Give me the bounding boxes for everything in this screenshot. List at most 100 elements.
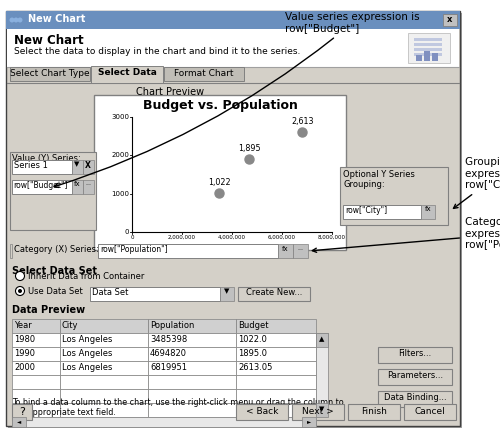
Text: Los Angeles: Los Angeles [62,335,112,344]
Text: Population: Population [150,321,194,330]
Bar [10,244,12,258]
Bar [72,180,83,194]
Text: Filters...: Filters... [398,349,432,358]
Circle shape [16,286,24,296]
Bar [12,389,60,403]
Bar [148,403,236,417]
Text: ?: ? [19,407,25,417]
Bar [10,67,90,81]
Bar [60,361,148,375]
Circle shape [18,17,22,23]
Text: Inherit Data from Container: Inherit Data from Container [28,272,144,281]
Text: ▼: ▼ [224,288,230,294]
Text: Cancel: Cancel [414,407,446,416]
Text: 3485398: 3485398 [150,335,187,344]
Bar [12,160,72,174]
Bar [316,403,328,417]
Text: Los Angeles: Los Angeles [62,363,112,372]
Bar [236,347,316,361]
Bar [12,361,60,375]
Text: Data Set: Data Set [92,288,128,297]
Text: Select Data Set: Select Data Set [12,266,97,276]
Text: Budget: Budget [238,321,268,330]
Text: 6,000,000: 6,000,000 [268,235,296,240]
Text: row["Budget"]: row["Budget"] [13,181,68,190]
Bar [236,375,316,389]
Text: New Chart: New Chart [28,14,86,24]
Text: Next >: Next > [302,407,334,416]
Text: 6819951: 6819951 [150,363,187,372]
Text: ...: ... [297,246,303,251]
Text: ▼: ▼ [320,406,324,412]
Text: row["City"]: row["City"] [345,206,387,215]
Text: ...: ... [85,181,91,186]
Bar [302,417,316,427]
Bar [424,51,430,61]
Text: Grouping key
expression is
row["City"]: Grouping key expression is row["City"] [454,157,500,208]
Bar [414,48,442,51]
Bar [414,43,442,46]
Bar [12,347,60,361]
Bar [164,67,244,81]
Bar [6,11,460,29]
Text: Select Data: Select Data [98,68,156,77]
Bar [293,244,308,258]
Text: x: x [448,15,452,24]
Bar [292,404,344,420]
Bar [12,417,316,427]
Bar [60,347,148,361]
Text: Data Binding...: Data Binding... [384,393,446,402]
Bar [148,347,236,361]
Text: < Back: < Back [246,407,278,416]
Text: Format Chart: Format Chart [174,69,234,78]
Text: 2000: 2000 [14,363,35,372]
Text: Grouping:: Grouping: [343,180,384,189]
Bar [414,38,442,41]
Bar [12,319,60,333]
Bar [12,180,72,194]
Text: 2613.05: 2613.05 [238,363,272,372]
Bar [60,319,148,333]
Text: Select the data to display in the chart and bind it to the series.: Select the data to display in the chart … [14,47,300,56]
Bar [416,55,422,61]
Bar [378,391,452,407]
Text: New Chart: New Chart [14,34,84,47]
Text: 2,000,000: 2,000,000 [168,235,196,240]
Text: City: City [62,321,78,330]
Bar [236,403,316,417]
Text: Parameters...: Parameters... [387,371,443,380]
Circle shape [18,289,22,293]
Text: Value series expression is
row["Budget"]: Value series expression is row["Budget"] [54,12,420,187]
Bar [12,403,60,417]
Bar [60,333,148,347]
Bar [148,333,236,347]
Text: Value (Y) Series:: Value (Y) Series: [12,154,81,163]
Text: 4,000,000: 4,000,000 [218,235,246,240]
Text: X: X [85,161,91,170]
Bar [83,180,94,194]
Bar [94,95,346,250]
Circle shape [14,17,18,23]
Text: 1,895: 1,895 [238,144,260,153]
Text: 8,000,000: 8,000,000 [318,235,346,240]
Text: 0: 0 [124,229,129,235]
Bar [414,53,442,56]
Bar [7,29,459,67]
Text: 1022.0: 1022.0 [238,335,267,344]
Text: 1895.0: 1895.0 [238,349,267,358]
Bar [236,404,288,420]
Bar [60,389,148,403]
Bar [236,389,316,403]
Bar [316,333,328,417]
Circle shape [10,17,14,23]
Text: ▲: ▲ [320,336,324,342]
Text: Optional Y Series: Optional Y Series [343,170,415,179]
Bar [91,66,163,83]
Bar [343,205,421,219]
Bar [12,333,60,347]
Text: Category (X) Series:: Category (X) Series: [14,245,99,254]
Text: 2,613: 2,613 [291,117,314,126]
Bar [378,347,452,363]
Bar [278,244,293,258]
Text: 1,022: 1,022 [208,178,231,187]
